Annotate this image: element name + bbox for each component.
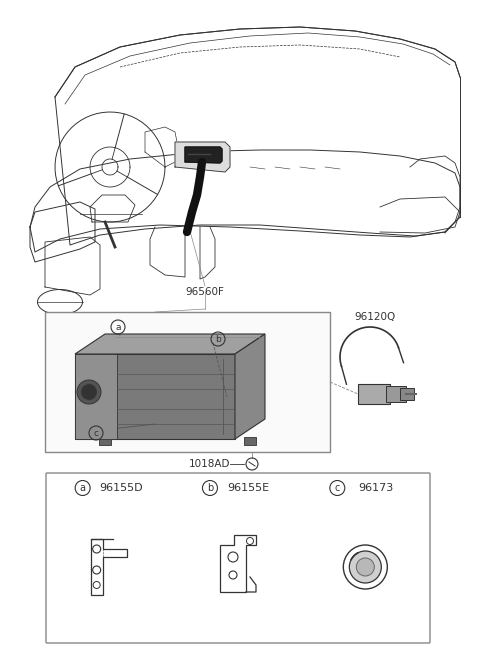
- Polygon shape: [220, 535, 256, 592]
- Bar: [386, 386, 406, 402]
- Bar: [358, 384, 390, 404]
- Text: a: a: [80, 483, 85, 493]
- Bar: [99, 437, 111, 445]
- Text: c: c: [335, 483, 340, 493]
- FancyBboxPatch shape: [46, 473, 430, 643]
- Bar: [75, 354, 235, 439]
- Text: a: a: [115, 323, 121, 332]
- Text: 96173: 96173: [358, 483, 393, 493]
- Text: 96155E: 96155E: [227, 483, 269, 493]
- Bar: [244, 437, 256, 445]
- Text: b: b: [207, 483, 213, 493]
- Text: 96155D: 96155D: [99, 483, 143, 493]
- Text: 96560F: 96560F: [186, 287, 225, 297]
- Polygon shape: [75, 334, 265, 354]
- Circle shape: [356, 558, 374, 576]
- Polygon shape: [235, 334, 265, 439]
- Bar: [45, 312, 330, 452]
- Polygon shape: [175, 142, 230, 172]
- Polygon shape: [91, 539, 127, 595]
- Circle shape: [81, 384, 97, 400]
- Polygon shape: [185, 147, 222, 163]
- Bar: [400, 388, 414, 400]
- Text: 1018AD: 1018AD: [189, 459, 230, 469]
- Text: b: b: [215, 334, 221, 344]
- Circle shape: [349, 551, 381, 583]
- Circle shape: [77, 380, 101, 404]
- Circle shape: [343, 545, 387, 589]
- Bar: [75, 354, 117, 439]
- Text: c: c: [94, 428, 98, 438]
- Text: 96120Q: 96120Q: [354, 312, 396, 322]
